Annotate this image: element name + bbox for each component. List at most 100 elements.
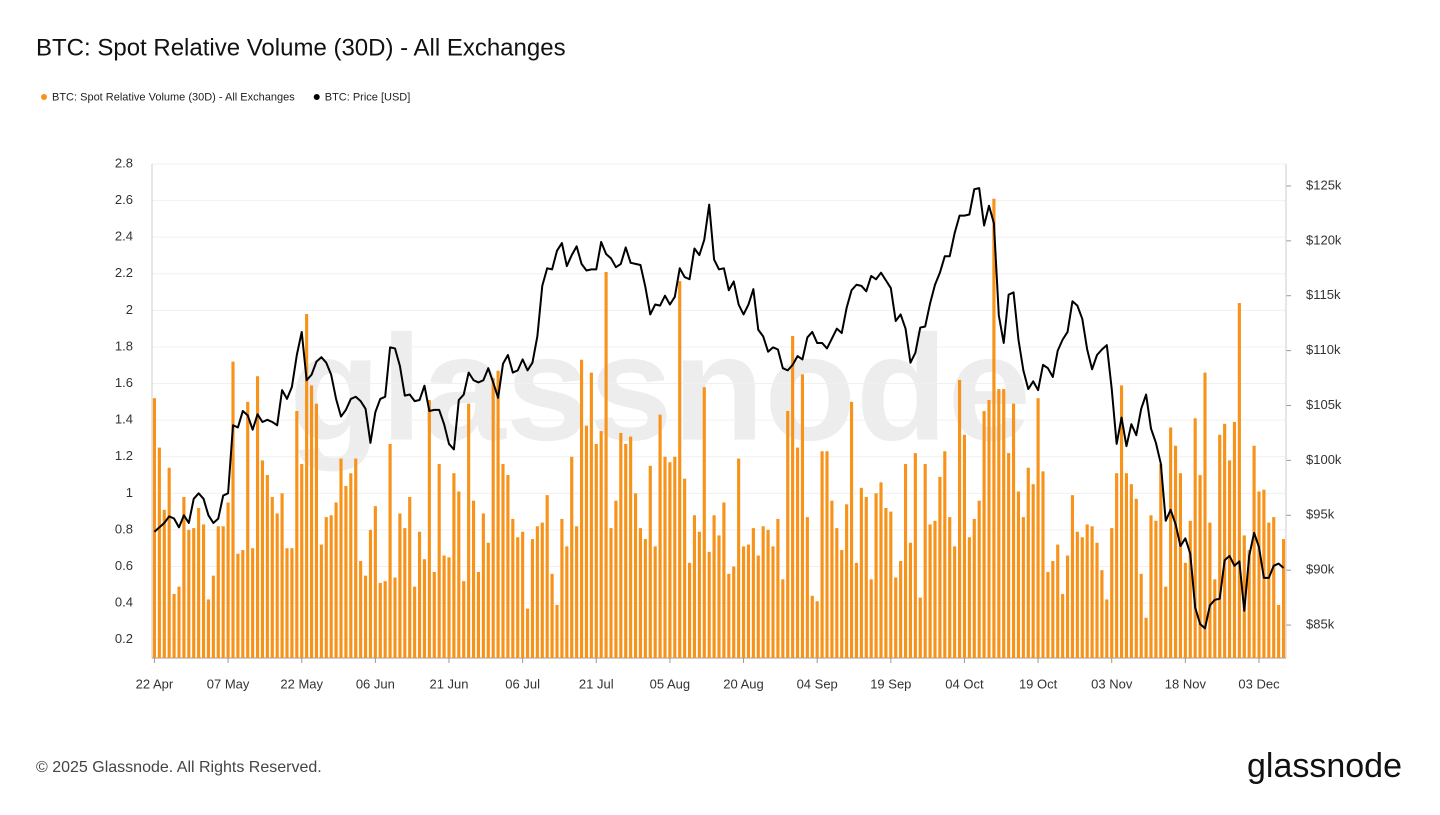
bar (1218, 434, 1222, 658)
bar (152, 398, 157, 658)
bar (516, 537, 520, 658)
bar (923, 464, 927, 658)
bar (408, 496, 412, 658)
bar (746, 544, 751, 658)
bar (1139, 573, 1143, 658)
bar (535, 526, 539, 658)
y2-tick-label: $95k (1306, 507, 1335, 522)
bar (761, 526, 765, 658)
bar (349, 473, 353, 658)
bar (899, 561, 903, 658)
bar (732, 566, 736, 658)
bar (830, 500, 834, 658)
bar (206, 599, 211, 658)
bar (540, 522, 544, 658)
bar (1115, 473, 1119, 658)
bar (903, 464, 908, 658)
bar (285, 548, 289, 658)
bar (815, 601, 819, 658)
bar (943, 451, 947, 658)
x-tick-label: 04 Oct (945, 676, 984, 691)
bar (1193, 418, 1197, 658)
bar (663, 456, 667, 658)
bar (1188, 520, 1192, 658)
bar (422, 559, 427, 658)
y-tick-label: 0.2 (115, 631, 133, 646)
bar (599, 431, 603, 658)
bar (687, 562, 692, 658)
bar (845, 504, 849, 658)
bar (403, 528, 407, 658)
bar (575, 526, 579, 658)
bar (309, 385, 314, 658)
bar (1227, 460, 1232, 658)
bar (354, 458, 358, 658)
bar (1056, 544, 1060, 658)
bar (938, 476, 942, 658)
bar (1031, 484, 1035, 658)
y-tick-label: 2 (126, 302, 133, 317)
y2-tick-label: $120k (1306, 232, 1342, 247)
bar (467, 403, 471, 658)
bar (967, 537, 971, 658)
bar (329, 515, 333, 658)
bar (565, 546, 569, 658)
y2-tick-label: $85k (1306, 617, 1335, 632)
bar (1080, 537, 1084, 658)
bar (702, 387, 706, 658)
bar (363, 575, 368, 658)
bar (908, 542, 913, 658)
bar (1164, 586, 1168, 658)
bar (241, 550, 245, 658)
y-tick-label: 2.8 (115, 155, 133, 170)
bar (373, 506, 377, 658)
y-tick-label: 1 (126, 485, 133, 500)
bar (555, 604, 559, 658)
bar (766, 529, 770, 658)
bar (737, 458, 741, 658)
bar (251, 548, 255, 658)
brand-logo: glassnode (1247, 747, 1402, 785)
y2-tick-label: $90k (1306, 562, 1335, 577)
bar (265, 475, 269, 658)
bar (1223, 423, 1227, 658)
bar (712, 515, 716, 658)
bar (393, 577, 397, 658)
y-tick-label: 0.8 (115, 521, 133, 536)
bar (913, 453, 917, 658)
bar (398, 513, 402, 658)
bar (452, 473, 456, 658)
bar (1203, 372, 1207, 658)
bar (609, 528, 613, 658)
bar (427, 400, 431, 658)
bar (992, 198, 996, 658)
bar (1007, 453, 1011, 658)
bar (1021, 517, 1025, 658)
bar (1272, 517, 1276, 658)
x-tick-label: 22 Apr (136, 676, 174, 691)
bar (1065, 555, 1070, 658)
bar (1267, 522, 1271, 658)
bar (167, 467, 171, 658)
bar (840, 550, 844, 658)
bar (653, 546, 657, 658)
bar (668, 462, 672, 658)
x-tick-label: 18 Nov (1165, 676, 1207, 691)
bar (1129, 484, 1133, 658)
y-tick-label: 1.4 (115, 412, 133, 427)
bar (594, 443, 598, 658)
bar (982, 411, 986, 658)
bar (879, 482, 883, 658)
bar (1237, 303, 1241, 658)
y2-tick-label: $110k (1306, 342, 1341, 357)
bar (1247, 550, 1251, 658)
bar (614, 500, 618, 658)
bar (776, 518, 780, 658)
bar (359, 561, 363, 658)
bar (854, 562, 859, 658)
bar (756, 555, 760, 658)
bar (457, 491, 461, 658)
bar (786, 411, 790, 658)
bar (417, 531, 422, 658)
